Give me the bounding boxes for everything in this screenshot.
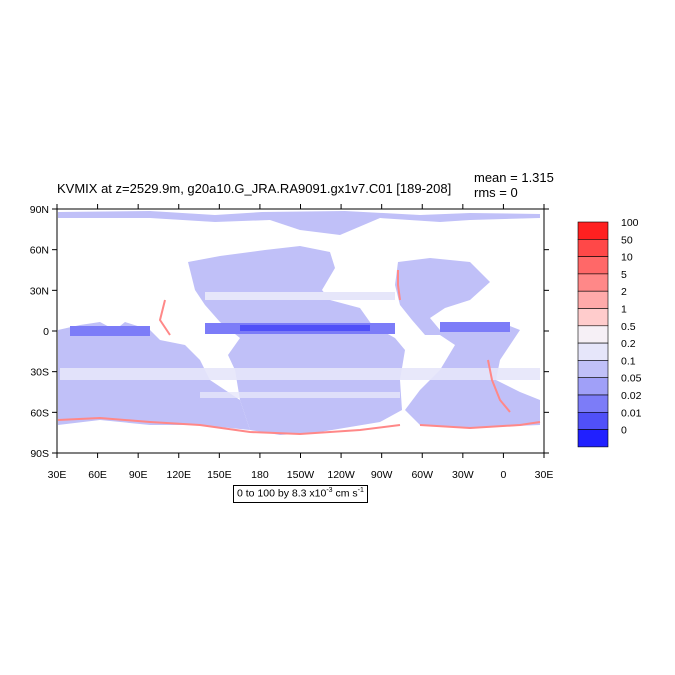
legend-label: 0.02 bbox=[621, 390, 642, 402]
legend-label: 50 bbox=[621, 234, 633, 246]
legend-swatch bbox=[577, 360, 609, 378]
legend-label: 0.01 bbox=[621, 407, 642, 419]
legend-swatch bbox=[577, 221, 609, 240]
stats-block: mean = 1.315 rms = 0 bbox=[474, 170, 554, 200]
legend-label: 2 bbox=[621, 286, 627, 298]
atlantic-ocean bbox=[395, 258, 540, 428]
lat-label: 0 bbox=[43, 326, 49, 338]
lon-label: 30W bbox=[452, 469, 474, 481]
legend-label: 100 bbox=[621, 217, 639, 229]
legend-swatch bbox=[577, 325, 609, 344]
lon-label: 60E bbox=[88, 469, 107, 481]
lon-label: 60W bbox=[411, 469, 433, 481]
lat-label: 60N bbox=[30, 245, 49, 257]
legend-swatch bbox=[577, 273, 609, 292]
rms-value: rms = 0 bbox=[474, 185, 518, 200]
lon-label: 120W bbox=[327, 469, 355, 481]
lon-label: 120E bbox=[166, 469, 191, 481]
legend-label: 0.5 bbox=[621, 321, 636, 333]
legend-label: 0.05 bbox=[621, 373, 642, 385]
lat-label: 60S bbox=[30, 407, 49, 419]
legend-swatch bbox=[577, 394, 609, 413]
lon-label: 0 bbox=[500, 469, 506, 481]
legend-label: 1 bbox=[621, 304, 627, 316]
legend-swatch bbox=[577, 377, 609, 396]
legend-swatch bbox=[577, 308, 609, 327]
equatorial-band-indian bbox=[70, 326, 150, 336]
coastal-high-mixing bbox=[57, 270, 541, 436]
legend-swatch bbox=[577, 239, 609, 257]
lon-label: 180 bbox=[251, 469, 269, 481]
legend-swatch bbox=[577, 290, 609, 309]
legend-label: 0.1 bbox=[621, 355, 636, 367]
lon-label: 150E bbox=[207, 469, 232, 481]
lat-label: 30S bbox=[30, 367, 49, 379]
lon-label: 30E bbox=[535, 469, 554, 481]
lat-label: 90S bbox=[30, 448, 49, 460]
ocean-field bbox=[57, 211, 541, 436]
plot-title: KVMIX at z=2529.9m, g20a10.G_JRA.RA9091.… bbox=[57, 181, 452, 196]
legend-swatch bbox=[577, 342, 609, 361]
legend-swatch bbox=[577, 256, 609, 275]
lon-label: 30E bbox=[48, 469, 67, 481]
axis-ticks: 90N 60N 30N 0 30S 60S 90S 30E 60E 90E 120E 150E 180 1… bbox=[30, 204, 554, 481]
light-band-south bbox=[60, 368, 540, 380]
light-band-north bbox=[205, 292, 395, 300]
equatorial-core-pacific bbox=[240, 325, 370, 331]
lon-label: 150W bbox=[287, 469, 315, 481]
arctic-ocean bbox=[58, 211, 540, 235]
lat-label: 90N bbox=[30, 204, 49, 216]
legend-label: 5 bbox=[621, 269, 627, 281]
equatorial-band-atlantic bbox=[440, 322, 510, 332]
lon-label: 90E bbox=[129, 469, 148, 481]
mean-value: mean = 1.315 bbox=[474, 170, 554, 185]
legend-label: 10 bbox=[621, 252, 633, 264]
legend-swatch bbox=[577, 411, 609, 430]
legend-label: 0 bbox=[621, 425, 627, 437]
legend-label: 0.2 bbox=[621, 338, 636, 350]
lat-label: 30N bbox=[30, 285, 49, 297]
legend-swatch bbox=[577, 429, 609, 448]
lon-label: 90W bbox=[371, 469, 393, 481]
contour-range-note: 0 to 100 by 8.3 x10-3 cm s-1 bbox=[233, 485, 368, 503]
light-band-ridge bbox=[200, 392, 400, 398]
